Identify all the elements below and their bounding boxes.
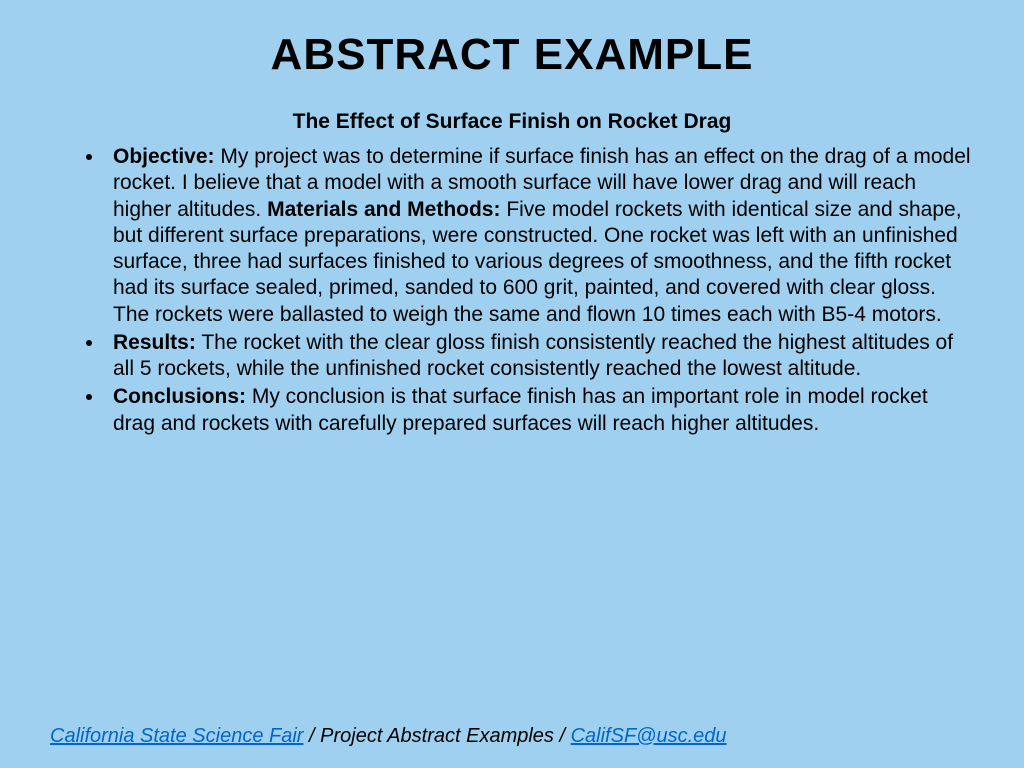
- results-text: The rocket with the clear gloss finish c…: [113, 331, 953, 380]
- subtitle: The Effect of Surface Finish on Rocket D…: [50, 110, 974, 134]
- footer-separator: / Project Abstract Examples /: [303, 725, 570, 747]
- list-item: Objective: My project was to determine i…: [105, 144, 974, 328]
- conclusions-label: Conclusions:: [113, 385, 246, 408]
- footer-link-email[interactable]: CalifSF@usc.edu: [571, 725, 727, 747]
- objective-label: Objective:: [113, 145, 215, 168]
- list-item: Conclusions: My conclusion is that surfa…: [105, 384, 974, 437]
- results-label: Results:: [113, 331, 196, 354]
- list-item: Results: The rocket with the clear gloss…: [105, 330, 974, 383]
- content-area: The Effect of Surface Finish on Rocket D…: [50, 110, 974, 705]
- slide-title: ABSTRACT EXAMPLE: [50, 30, 974, 80]
- bullet-list: Objective: My project was to determine i…: [50, 144, 974, 437]
- materials-label: Materials and Methods:: [267, 198, 500, 221]
- footer: California State Science Fair / Project …: [50, 725, 974, 748]
- footer-link-fair[interactable]: California State Science Fair: [50, 725, 303, 747]
